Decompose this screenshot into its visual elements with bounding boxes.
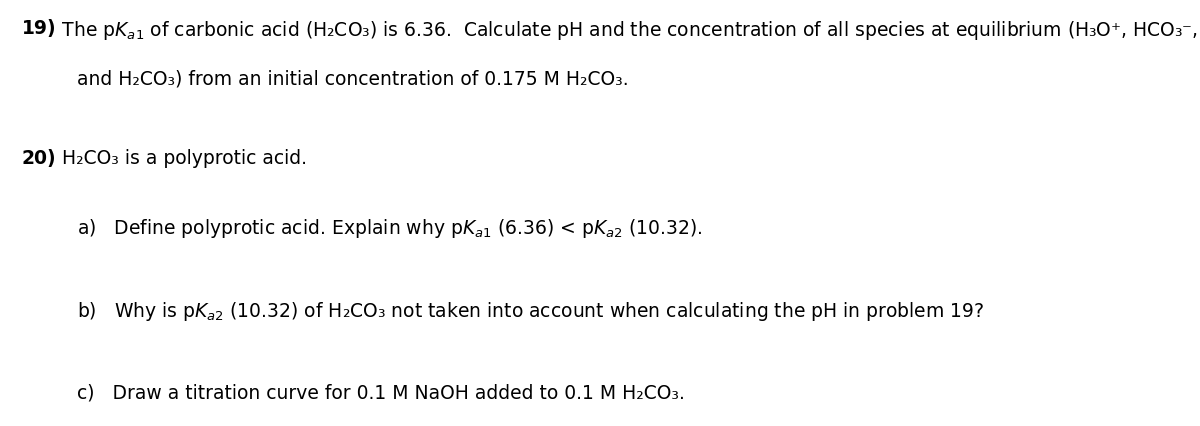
Text: b)   Why is p$K_{a2}$ (10.32) of H₂CO₃ not taken into account when calculating t: b) Why is p$K_{a2}$ (10.32) of H₂CO₃ not… <box>77 300 984 323</box>
Text: 19): 19) <box>22 19 56 38</box>
Text: a)   Define polyprotic acid. Explain why p$K_{a1}$ (6.36) < p$K_{a2}$ (10.32).: a) Define polyprotic acid. Explain why p… <box>77 217 702 240</box>
Text: and H₂CO₃) from an initial concentration of 0.175 M H₂CO₃.: and H₂CO₃) from an initial concentration… <box>77 69 629 88</box>
Text: The p$K_{a1}$ of carbonic acid (H₂CO₃) is 6.36.  Calculate pH and the concentrat: The p$K_{a1}$ of carbonic acid (H₂CO₃) i… <box>56 19 1199 42</box>
Text: H₂CO₃ is a polyprotic acid.: H₂CO₃ is a polyprotic acid. <box>56 149 307 168</box>
Text: 20): 20) <box>22 149 56 168</box>
Text: c)   Draw a titration curve for 0.1 M NaOH added to 0.1 M H₂CO₃.: c) Draw a titration curve for 0.1 M NaOH… <box>77 383 685 403</box>
